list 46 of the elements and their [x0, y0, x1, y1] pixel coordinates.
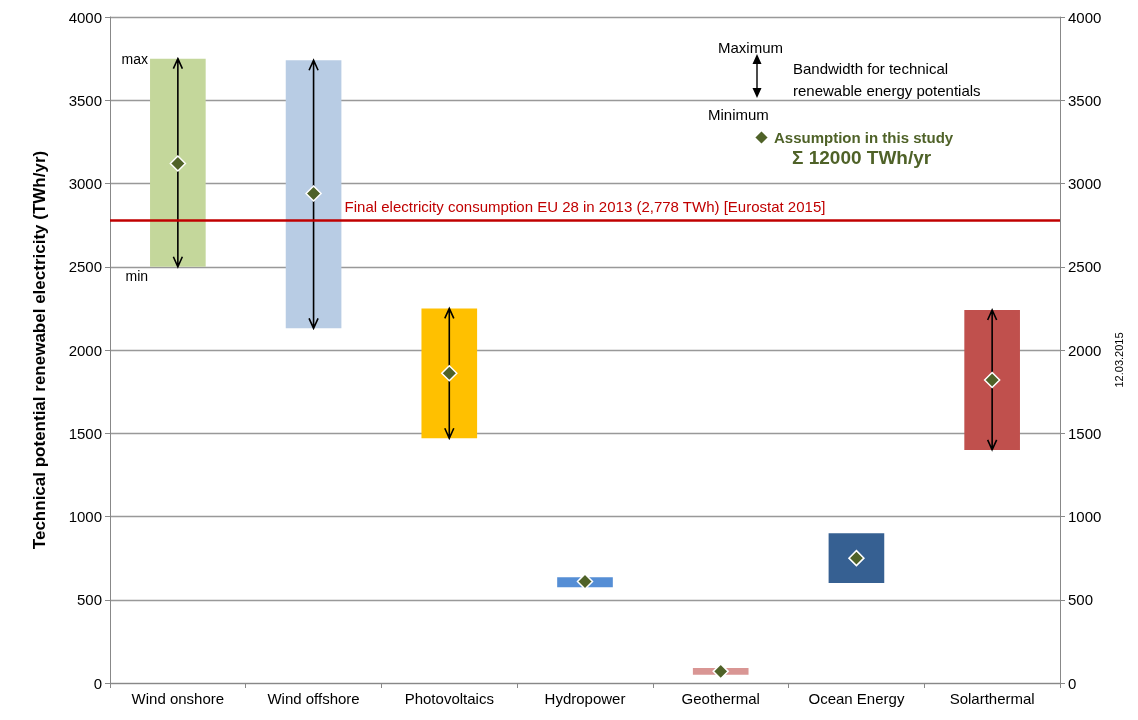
bar — [285, 60, 342, 329]
bar — [964, 310, 1020, 450]
y-tick-label: 4000 — [68, 8, 102, 26]
x-tick-label: Photovoltaics — [404, 690, 494, 707]
y2-tick-label: 3000 — [1068, 175, 1102, 192]
point — [305, 185, 322, 202]
y2-tick-label: 500 — [1068, 591, 1094, 609]
annotation: Σ 12000 TWh/yr — [792, 146, 932, 168]
x-tick-label: Wind onshore — [131, 690, 225, 707]
point — [983, 371, 1001, 389]
y-tick-label: 3500 — [68, 91, 102, 109]
y-tick-label: 2000 — [68, 341, 102, 359]
annotation: Bandwidth for technical renewable energy potentials — [793, 59, 981, 99]
annotation: min — [125, 267, 149, 284]
y2-tick-label: 1000 — [1068, 508, 1102, 525]
y2-tick-label: 2500 — [1068, 258, 1102, 276]
point — [169, 155, 187, 172]
y-axis-title: Technical potential renewabel electricity (TWh/yr) — [30, 150, 49, 550]
annotation: Minimum — [708, 105, 769, 123]
x-tick-label: Wind offshore — [267, 690, 360, 707]
y2-tick-label: 1500 — [1068, 424, 1102, 442]
y2-tick-label: 3500 — [1068, 91, 1102, 109]
point — [712, 663, 729, 680]
y-tick-label: 2500 — [68, 258, 102, 276]
y-tick-label: 3000 — [68, 175, 102, 192]
bar — [421, 308, 478, 439]
y-tick-label: 1000 — [68, 508, 102, 525]
point — [441, 365, 458, 382]
y-tick-label: 1500 — [68, 424, 102, 442]
y-tick-label: 0 — [93, 674, 102, 692]
ref-line-label: Final electricity consumption EU 28 in 2013 (2,778 TWh) [Eurostat 2015] — [344, 198, 826, 216]
text: 12.03.2015 — [1113, 332, 1125, 388]
legend-label: Assumption in this study — [774, 129, 954, 146]
y2-tick-label: 4000 — [1068, 8, 1102, 26]
bar — [150, 58, 206, 267]
x-tick-label: Geothermal — [681, 690, 760, 707]
annotation: max — [121, 50, 149, 67]
y2-tick-label: 0 — [1068, 674, 1077, 692]
point — [576, 573, 594, 590]
x-tick-label: Ocean Energy — [808, 690, 905, 707]
y-tick-label: 500 — [76, 591, 102, 609]
annotation: Maximum — [718, 38, 784, 56]
bar — [828, 533, 885, 584]
y2-tick-label: 2000 — [1068, 341, 1102, 359]
x-tick-label: Hydropower — [544, 690, 626, 707]
x-tick-label: Solarthermal — [949, 690, 1035, 707]
